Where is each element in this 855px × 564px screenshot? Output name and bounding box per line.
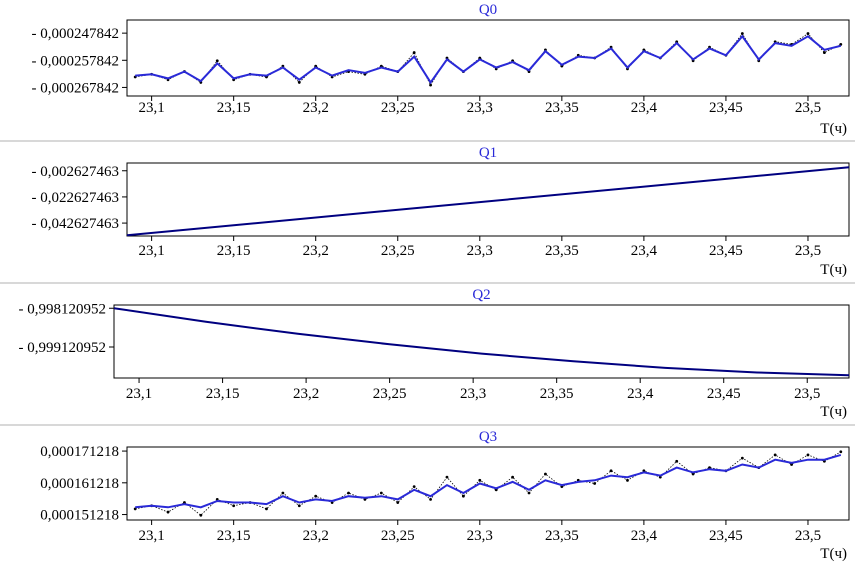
chart-panel-2: Q2 - 0,998120952 - 0,999120952 23,1 23,15 23,… — [19, 287, 850, 420]
plot-frame — [126, 19, 850, 97]
x-tick-label: 23,5 — [795, 100, 821, 116]
chart-panel-3: Q3 0,000171218 0,000161218 0,000151218 23,1 2… — [40, 429, 850, 562]
x-tick-label: 23,45 — [709, 528, 743, 544]
y-tick-label: - 0,022627463 — [32, 190, 120, 206]
chart-title: Q3 — [479, 429, 497, 445]
chart-title: Q2 — [472, 287, 490, 303]
x-tick-label: 23,35 — [545, 528, 579, 544]
y-tick-label: - 0,000247842 — [32, 26, 120, 42]
x-tick-label: 23,35 — [545, 243, 579, 259]
chart-panel-1: Q1 - 0,002627463 - 0,022627463 - 0,04262746… — [32, 145, 850, 278]
x-tick-label: 23,25 — [381, 528, 415, 544]
y-tick-label: - 0,999120952 — [19, 340, 107, 356]
y-tick-label: 0,000151218 — [40, 508, 119, 524]
y-tick-label: - 0,000257842 — [32, 53, 120, 69]
x-axis-label: T(ч) — [820, 404, 847, 420]
x-tick-label: 23,25 — [381, 243, 415, 259]
x-tick-label: 23,5 — [794, 386, 820, 402]
y-tick-label: - 0,002627463 — [32, 164, 120, 180]
x-tick-label: 23,4 — [631, 243, 658, 259]
x-tick-label: 23,35 — [540, 386, 574, 402]
x-tick-label: 23,45 — [707, 386, 741, 402]
chart-title: Q0 — [479, 2, 497, 18]
y-tick-label: - 0,042627463 — [32, 216, 120, 232]
x-tick-label: 23,3 — [467, 528, 493, 544]
x-tick-label: 23,3 — [467, 243, 493, 259]
x-tick-label: 23,25 — [381, 100, 415, 116]
x-tick-label: 23,5 — [795, 243, 821, 259]
x-tick-label: 23,1 — [138, 528, 164, 544]
plot-frame — [126, 446, 850, 521]
data-point — [839, 450, 843, 454]
y-tick-label: 0,000171218 — [40, 444, 119, 460]
y-tick-label: 0,000161218 — [40, 476, 119, 492]
x-tick-label: 23,4 — [627, 386, 654, 402]
x-axis-label: T(ч) — [820, 121, 847, 137]
x-tick-label: 23,2 — [303, 528, 329, 544]
x-tick-label: 23,15 — [217, 100, 251, 116]
plot-frame — [113, 304, 850, 379]
series-line — [126, 166, 850, 237]
x-tick-label: 23,15 — [217, 528, 251, 544]
x-tick-label: 23,25 — [373, 386, 407, 402]
series-line — [135, 453, 842, 509]
x-tick-label: 23,5 — [795, 528, 821, 544]
x-axis-label: T(ч) — [820, 262, 847, 278]
series-line — [113, 307, 850, 377]
chart-title: Q1 — [479, 145, 497, 161]
x-tick-label: 23,3 — [460, 386, 486, 402]
x-tick-label: 23,2 — [293, 386, 319, 402]
y-tick-label: - 0,000267842 — [32, 80, 120, 96]
x-tick-label: 23,45 — [709, 243, 743, 259]
x-tick-label: 23,1 — [138, 100, 164, 116]
x-tick-label: 23,4 — [631, 100, 658, 116]
x-axis-label: T(ч) — [820, 546, 847, 562]
series-line — [135, 34, 842, 85]
x-tick-label: 23,1 — [126, 386, 152, 402]
y-tick-label: - 0,998120952 — [19, 301, 107, 317]
x-tick-label: 23,15 — [206, 386, 240, 402]
x-tick-label: 23,2 — [303, 243, 329, 259]
x-tick-label: 23,2 — [303, 100, 329, 116]
x-tick-label: 23,4 — [631, 528, 658, 544]
x-tick-label: 23,35 — [545, 100, 579, 116]
chart-panel-0: Q0 - 0,000247842 - 0,000257842 - 0,00026784… — [32, 2, 850, 137]
x-tick-label: 23,1 — [138, 243, 164, 259]
x-tick-label: 23,45 — [709, 100, 743, 116]
x-tick-label: 23,15 — [217, 243, 251, 259]
x-tick-label: 23,3 — [467, 100, 493, 116]
